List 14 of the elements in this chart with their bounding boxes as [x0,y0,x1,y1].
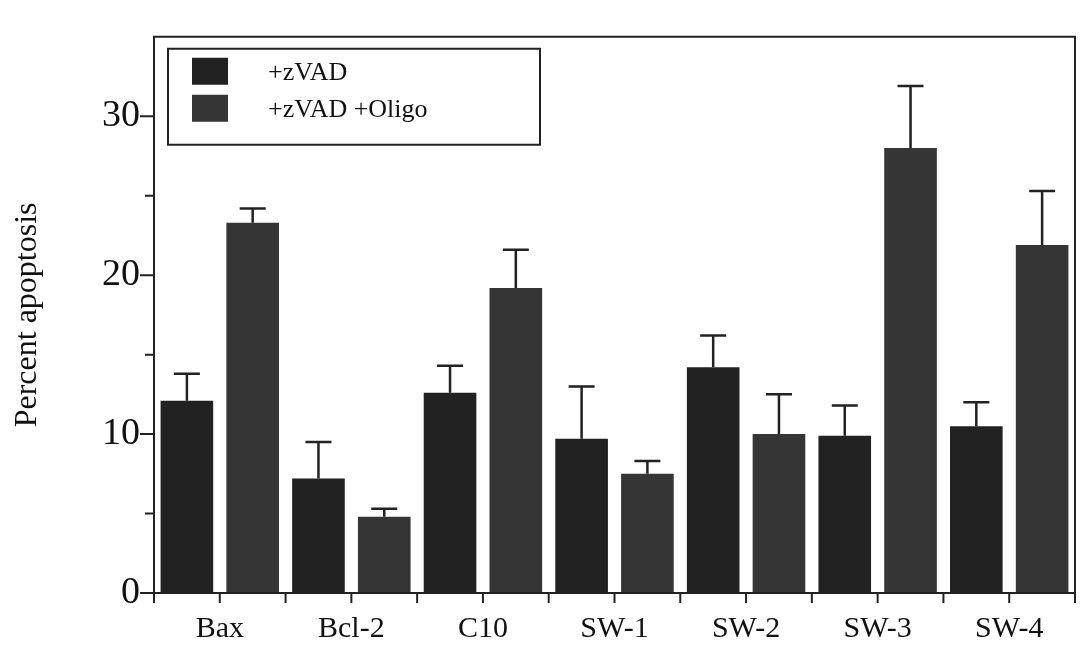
x-tick-label: SW-3 [843,609,912,643]
x-tick-label: SW-2 [711,609,781,643]
x-tick-label: Bcl-2 [318,609,385,643]
x-tick-label: C10 [457,609,508,643]
y-tick-label: 0 [121,568,140,611]
x-tick-label: Bax [195,609,244,643]
legend-label: +zVAD +Oligo [268,93,428,123]
y-tick-label: 30 [102,92,140,135]
y-axis-title: Percent apoptosis [6,202,43,428]
legend-label: +zVAD [268,56,348,86]
x-tick-label: SW-1 [580,609,649,643]
y-tick-label: 20 [102,251,140,294]
y-tick-label: 10 [102,410,140,453]
x-tick-label: SW-4 [975,609,1044,643]
